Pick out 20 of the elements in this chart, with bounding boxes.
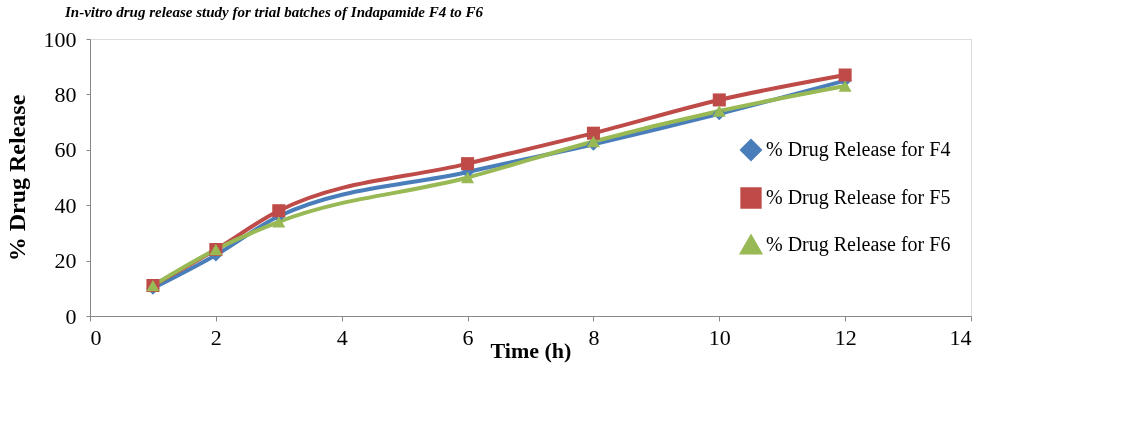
y-tick-label: 60: [54, 137, 77, 163]
x-tick-label: 6: [462, 324, 474, 350]
x-tick-label: 14: [949, 324, 972, 350]
y-axis-title: % Drug Release: [3, 94, 30, 262]
y-tick-label: 0: [65, 303, 77, 329]
x-tick-label: 0: [90, 324, 102, 350]
legend-label: % Drug Release for F4: [766, 138, 951, 161]
chart-title: In-vitro drug release study for trial batches of Indapamide F4 to F6: [64, 4, 484, 20]
x-tick-label: 4: [336, 324, 348, 350]
x-axis-title: Time (h): [490, 337, 572, 363]
x-tick-label: 8: [588, 324, 600, 350]
x-tick-label: 10: [708, 324, 731, 350]
x-tick-label: 2: [210, 324, 222, 350]
legend-label: % Drug Release for F5: [766, 186, 951, 209]
y-tick-label: 20: [54, 248, 77, 274]
y-tick-label: 80: [54, 81, 77, 107]
x-tick-label: 12: [834, 324, 857, 350]
y-tick-label: 40: [54, 192, 77, 218]
legend-label: % Drug Release for F6: [766, 233, 951, 256]
y-tick-label: 100: [43, 26, 77, 52]
